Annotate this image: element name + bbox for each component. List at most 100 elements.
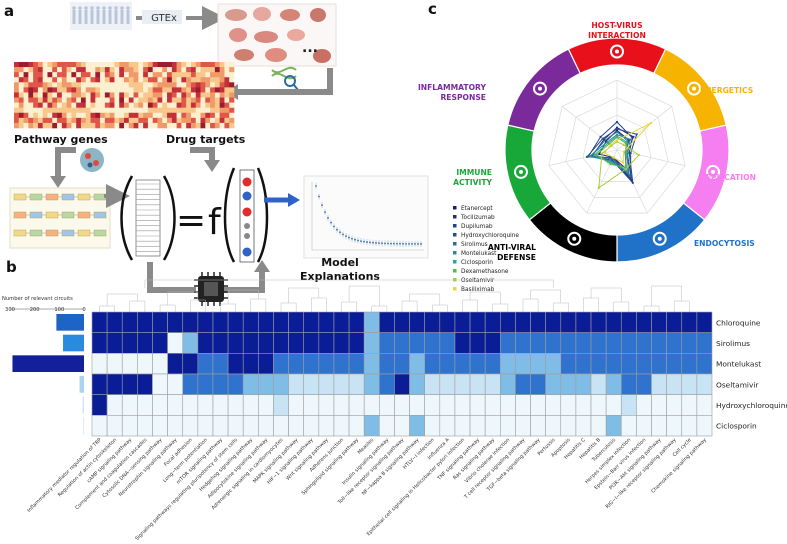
heatmap-cell [515, 394, 531, 416]
heatmap-cell [666, 415, 683, 437]
expression-cell [42, 72, 48, 78]
heatmap-cell [348, 415, 365, 437]
mini-point [387, 242, 389, 245]
heatmap-cell [197, 353, 214, 375]
heatmap-cell [258, 394, 274, 416]
expression-cell [80, 122, 87, 129]
heatmap-cell [651, 415, 667, 437]
expression-cell [14, 122, 20, 129]
expression-cell [124, 92, 130, 98]
expression-cell [71, 87, 77, 93]
mini-point [351, 237, 353, 240]
legend-swatch [453, 260, 457, 264]
heatmap-cell [197, 332, 214, 354]
expression-cell [57, 67, 63, 73]
expression-cell [119, 92, 125, 98]
radar-sector-inflammatory-response [507, 48, 581, 132]
expression-cell [210, 122, 216, 129]
expression-cell [57, 102, 63, 108]
expression-cell [23, 102, 29, 108]
expression-cell [167, 82, 173, 88]
expression-cell [143, 67, 149, 73]
expression-cell [47, 87, 53, 93]
heatmap-cell [605, 415, 622, 437]
expression-cell [181, 82, 187, 88]
expression-cell [224, 62, 230, 68]
expression-cell [90, 82, 96, 88]
heatmap-cell [242, 394, 259, 416]
dendrogram-branch [348, 285, 380, 306]
dendrogram-branch [341, 301, 357, 312]
bar-sirolimus [63, 334, 84, 352]
expression-cell [71, 107, 77, 114]
arrow-organs-to-heatmap [238, 68, 333, 95]
heatmap-cell [575, 332, 592, 354]
radar-grid-ring [548, 79, 686, 214]
heatmap-cell [242, 373, 259, 395]
heatmap-cell [484, 353, 501, 375]
radar-category-label: HOST-VIRUS INTERACTION [588, 21, 646, 40]
expression-cell [47, 107, 53, 114]
expression-cell [90, 122, 96, 129]
dendrogram-branch [106, 293, 138, 306]
heatmap-cell [212, 373, 229, 395]
mini-point [327, 217, 329, 219]
panel-c-radar: HOST-VIRUS INTERACTION ENERGETICS REPLICATI… [418, 21, 756, 293]
expression-cell [71, 62, 77, 68]
expression-cell [186, 72, 192, 78]
expression-cell [18, 97, 24, 103]
pathway-node [77, 211, 91, 219]
heatmap-cell [318, 415, 335, 437]
expression-cell [76, 107, 82, 114]
heatmap-cell [288, 332, 305, 354]
expression-cell [37, 122, 43, 129]
expression-cell [80, 92, 87, 98]
expression-cell [14, 77, 20, 83]
expression-cell [147, 97, 153, 103]
expression-cell [100, 82, 106, 88]
radar-point [603, 151, 606, 154]
radar-point [625, 167, 628, 171]
radar-point [629, 138, 632, 141]
heatmap-cell [651, 353, 667, 375]
mini-point [348, 236, 350, 239]
expression-cell [104, 77, 110, 83]
expression-cell [138, 107, 144, 114]
expression-cell [195, 107, 201, 114]
expression-cell [190, 77, 197, 83]
expression-cell [100, 107, 106, 114]
heatmap-cell [439, 373, 456, 395]
legend-swatch [453, 251, 457, 255]
expression-cell [23, 117, 29, 124]
expression-cell [176, 77, 182, 83]
expression-cell [124, 97, 130, 103]
heatmap-cell [273, 373, 289, 395]
person-figure [84, 6, 88, 24]
heatmap-cell [530, 415, 546, 437]
heatmap-cell [545, 353, 562, 375]
mini-point [414, 243, 416, 245]
expression-cell [100, 72, 106, 78]
expression-cell [61, 112, 67, 119]
heatmap-cell [121, 332, 138, 354]
expression-cell [167, 122, 173, 129]
expression-cell [52, 67, 58, 73]
expression-cell [104, 102, 110, 108]
heatmap-cell [409, 394, 425, 416]
radar-point [624, 141, 627, 145]
column-dendrogram [99, 272, 690, 312]
expression-cell [119, 117, 125, 124]
expression-cell [181, 107, 187, 114]
expression-cell [42, 92, 48, 98]
expression-cell [42, 62, 48, 68]
heatmap-cell [348, 373, 365, 395]
expression-cell [119, 82, 125, 88]
expression-cell [124, 122, 130, 129]
expression-cell [167, 77, 173, 83]
expression-cell [104, 87, 110, 93]
heatmap-cell [545, 332, 562, 354]
heatmap-cell [605, 394, 622, 416]
dendrogram-branch [167, 291, 199, 305]
expression-cell [80, 72, 87, 78]
pathway-genes-label: Pathway genes [14, 133, 108, 146]
